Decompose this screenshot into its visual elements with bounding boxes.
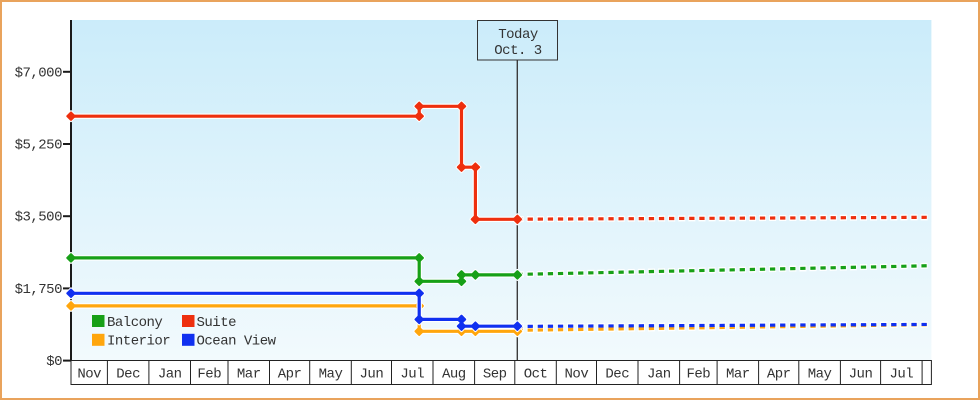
svg-text:Dec: Dec <box>605 367 629 383</box>
svg-text:Interior: Interior <box>107 334 170 350</box>
svg-text:Oct. 3: Oct. 3 <box>494 43 542 59</box>
svg-text:May: May <box>808 367 832 383</box>
svg-text:Jun: Jun <box>849 367 873 383</box>
svg-text:May: May <box>319 367 343 383</box>
svg-text:Aug: Aug <box>442 367 466 383</box>
svg-text:$3,500: $3,500 <box>15 210 63 226</box>
svg-text:Oct: Oct <box>524 367 548 383</box>
svg-text:Apr: Apr <box>278 367 302 383</box>
svg-text:Ocean View: Ocean View <box>197 334 277 350</box>
svg-text:Jan: Jan <box>647 367 671 383</box>
svg-text:Jul: Jul <box>400 367 424 383</box>
svg-text:Jun: Jun <box>360 367 384 383</box>
svg-text:Feb: Feb <box>197 367 221 383</box>
svg-text:Suite: Suite <box>197 315 237 331</box>
svg-text:Jan: Jan <box>158 367 182 383</box>
svg-text:Nov: Nov <box>565 367 589 383</box>
svg-text:$1,750: $1,750 <box>15 282 63 298</box>
svg-text:$0: $0 <box>46 354 62 370</box>
svg-text:Feb: Feb <box>686 367 710 383</box>
svg-text:Apr: Apr <box>767 367 791 383</box>
svg-text:Today: Today <box>498 27 538 43</box>
svg-text:Balcony: Balcony <box>107 315 162 331</box>
svg-text:$7,000: $7,000 <box>15 65 63 81</box>
svg-text:Nov: Nov <box>77 367 101 383</box>
svg-text:Dec: Dec <box>116 367 140 383</box>
svg-text:Sep: Sep <box>483 367 507 383</box>
svg-text:$5,250: $5,250 <box>15 138 63 154</box>
svg-text:Mar: Mar <box>726 367 750 383</box>
svg-text:Mar: Mar <box>237 367 261 383</box>
svg-text:Jul: Jul <box>889 367 913 383</box>
